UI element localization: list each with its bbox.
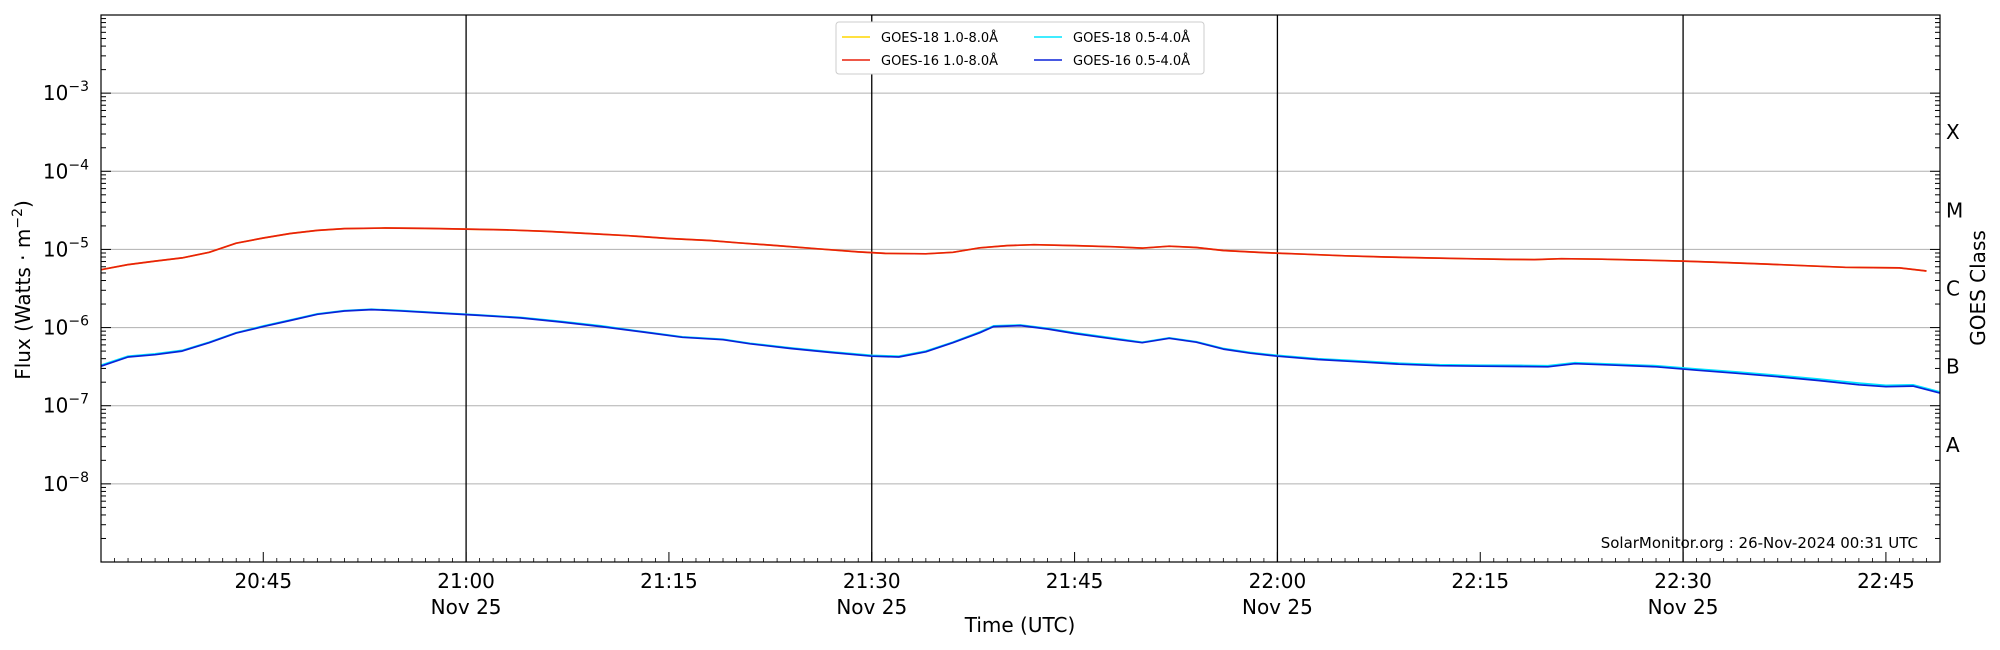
goes-class-label: A [1946, 433, 1960, 457]
series-line [100, 308, 1941, 394]
y-tick-label: 10−5 [43, 235, 89, 261]
y-tick-labels: 10−8 10−7 10−6 10−5 10−4 10−3 [43, 79, 89, 496]
legend: GOES-18 1.0-8.0Å GOES-16 1.0-8.0Å GOES-1… [835, 21, 1205, 75]
vertical-time-lines [465, 15, 1684, 562]
x-axis-title: Time (UTC) [964, 613, 1076, 637]
y-axis-title: Flux (Watts · m−2) [10, 200, 35, 380]
goes-class-labels: X M C B A [1946, 120, 1963, 457]
x-tick-label: 21:30 [843, 569, 901, 593]
legend-label-goes18-long: GOES-18 1.0-8.0Å [881, 30, 998, 46]
goes-class-label: B [1946, 355, 1960, 379]
series-layer [100, 227, 1941, 394]
x-tick-label: 20:45 [234, 569, 292, 593]
x-tick-label: 21:45 [1046, 569, 1104, 593]
y-tick-label: 10−7 [43, 392, 89, 418]
series-line [100, 227, 1927, 272]
y-tick-label: 10−3 [43, 79, 89, 105]
right-axis-title: GOES Class [1966, 230, 1990, 346]
x-tick-sublabel: Nov 25 [1648, 595, 1719, 619]
x-tick-label: 21:00 [437, 569, 495, 593]
goes-class-label: C [1946, 277, 1960, 301]
x-tick-label: 22:45 [1857, 569, 1915, 593]
x-tick-sublabel: Nov 25 [1242, 595, 1313, 619]
y-tick-label: 10−4 [43, 157, 89, 183]
goes-class-label: X [1946, 120, 1960, 144]
y-tick-label: 10−6 [43, 314, 89, 340]
legend-box [835, 21, 1205, 75]
y-tick-label: 10−8 [43, 470, 89, 496]
legend-label-goes18-short: GOES-18 0.5-4.0Å [1073, 30, 1190, 46]
x-tick-sublabel: Nov 25 [836, 595, 907, 619]
x-tick-sublabel: Nov 25 [431, 595, 502, 619]
legend-label-goes16-short: GOES-16 0.5-4.0Å [1073, 53, 1190, 69]
x-tick-label: 22:15 [1451, 569, 1509, 593]
x-tick-label: 22:30 [1654, 569, 1712, 593]
plot-frame [100, 14, 1941, 563]
x-tick-label: 21:15 [640, 569, 698, 593]
goes-class-label: M [1946, 198, 1963, 222]
credit-text: SolarMonitor.org : 26-Nov-2024 00:31 UTC [1601, 534, 1918, 552]
x-tick-label: 22:00 [1249, 569, 1307, 593]
grid-layer [101, 92, 1940, 485]
legend-label-goes16-long: GOES-16 1.0-8.0Å [881, 53, 998, 69]
